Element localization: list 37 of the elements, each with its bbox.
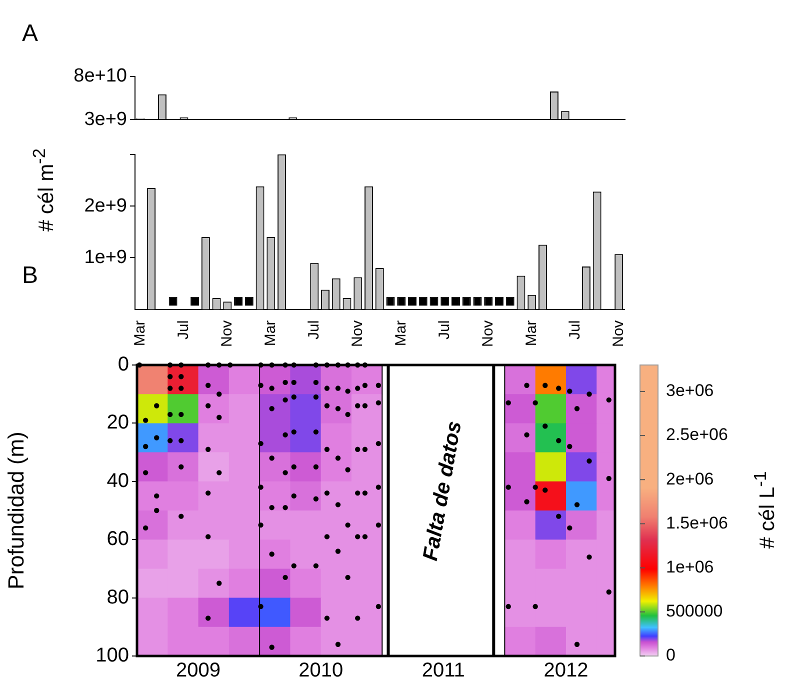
x-tick-label: Jul [566,320,584,340]
y-tick-label: 2e+9 [84,195,127,216]
color-bar-label: 500000 [666,602,723,621]
x-tick-label: 2011 [422,660,465,682]
x-tick-label: 2009 [176,660,221,682]
x-tick-label: 2010 [298,660,344,682]
x-tick-label: Nov [610,320,627,348]
color-bar-label: 2e+06 [666,469,714,488]
color-bar-label: 0 [666,646,676,665]
chart-title: B [22,262,38,290]
y-axis-title: Profundidad (m) [3,432,28,590]
y-tick-label: 1e+9 [84,246,127,268]
x-tick-label: Mar [392,320,410,346]
chart-title: A [22,20,38,48]
annotation: Falta de datos [419,418,468,562]
color-bar-label: 1e+06 [666,558,714,577]
x-tick-label: Jul [175,320,192,340]
x-tick-label: Nov [480,320,496,348]
y-tick-label: 20 [106,412,129,434]
x-tick-label: Jul [306,320,323,340]
y-tick-label: 80 [106,586,129,608]
x-tick-label: Nov [218,320,236,348]
x-tick-label: Jul [436,320,454,340]
y-tick-label: 100 [96,644,129,667]
x-tick-label: Mar [262,320,280,346]
color-bar-label: 3e+06 [666,381,714,400]
y-tick-label: 0 [118,354,129,376]
y-tick-label: 60 [106,528,129,550]
y-tick-label: 8e+10 [74,66,127,87]
color-bar-label: 2.5e+06 [666,425,728,444]
x-tick-label: Mar [522,320,540,346]
y-tick-label: 3e+9 [84,108,127,130]
x-tick-label: Nov [349,320,366,348]
x-tick-label: Mar [132,320,149,346]
color-bar-label: 1.5e+06 [666,513,728,532]
x-tick-label: 2012 [544,660,588,682]
y-tick-label: 40 [106,470,129,492]
